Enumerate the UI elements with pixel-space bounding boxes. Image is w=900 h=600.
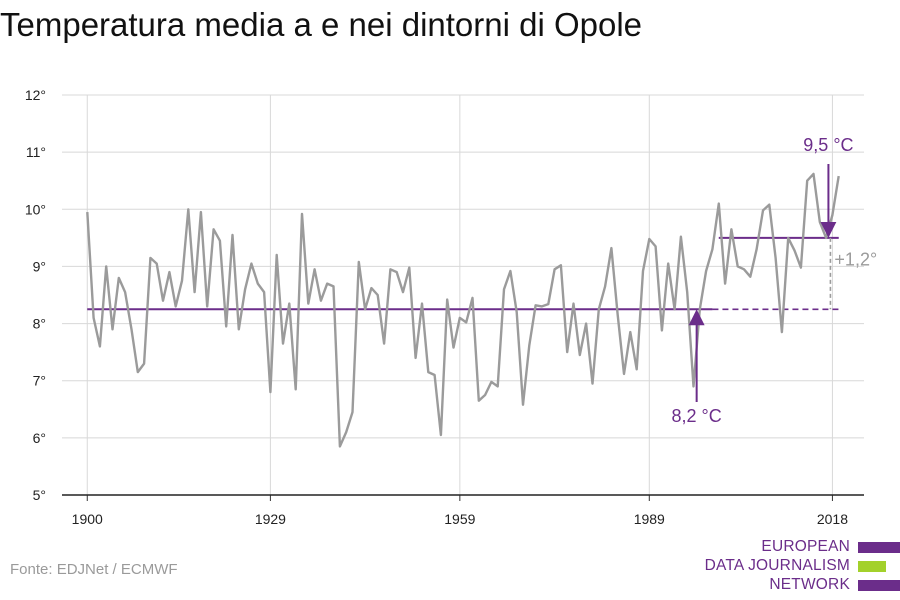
label-difference: +1,2° [834,250,877,270]
grid-lines [62,94,864,495]
x-axis-ticks: 1900 1929 1959 1989 2018 [72,495,848,527]
temperature-series-line [86,172,840,448]
logo-bar-purple-top [858,542,900,553]
x-tick-label: 1929 [255,511,286,527]
y-axis-ticks: 5° 6° 7° 8° 9° 10° 11° 12° [25,87,46,503]
annotations: 8,2 °C 9,5 °C +1,2° [672,135,878,426]
logo-line-3: NETWORK [769,576,850,593]
x-tick-label: 1900 [72,511,103,527]
reference-lines [87,236,839,311]
y-tick-label: 5° [33,487,46,503]
y-tick-label: 6° [33,430,46,446]
y-tick-label: 11° [26,144,46,160]
x-tick-label: 1989 [634,511,665,527]
label-mean-before: 8,2 °C [672,406,722,426]
chart-title: Temperatura media a e nei dintorni di Op… [0,6,643,43]
x-tick-label: 1959 [444,511,475,527]
edjnet-logo: EUROPEAN DATA JOURNALISM NETWORK [700,538,900,600]
y-tick-label: 8° [33,316,46,332]
y-tick-label: 9° [33,258,46,274]
y-tick-label: 10° [25,201,46,217]
logo-bar-green [858,561,886,572]
series-layer [86,172,840,448]
y-tick-label: 7° [33,373,46,389]
logo-bar-purple-bottom [858,580,900,591]
label-mean-after: 9,5 °C [803,135,853,155]
source-credit: Fonte: EDJNet / ECMWF [10,561,178,578]
logo-line-2: DATA JOURNALISM [704,557,850,574]
y-tick-label: 12° [25,87,46,103]
x-tick-label: 2018 [817,511,848,527]
logo-line-1: EUROPEAN [761,538,850,555]
